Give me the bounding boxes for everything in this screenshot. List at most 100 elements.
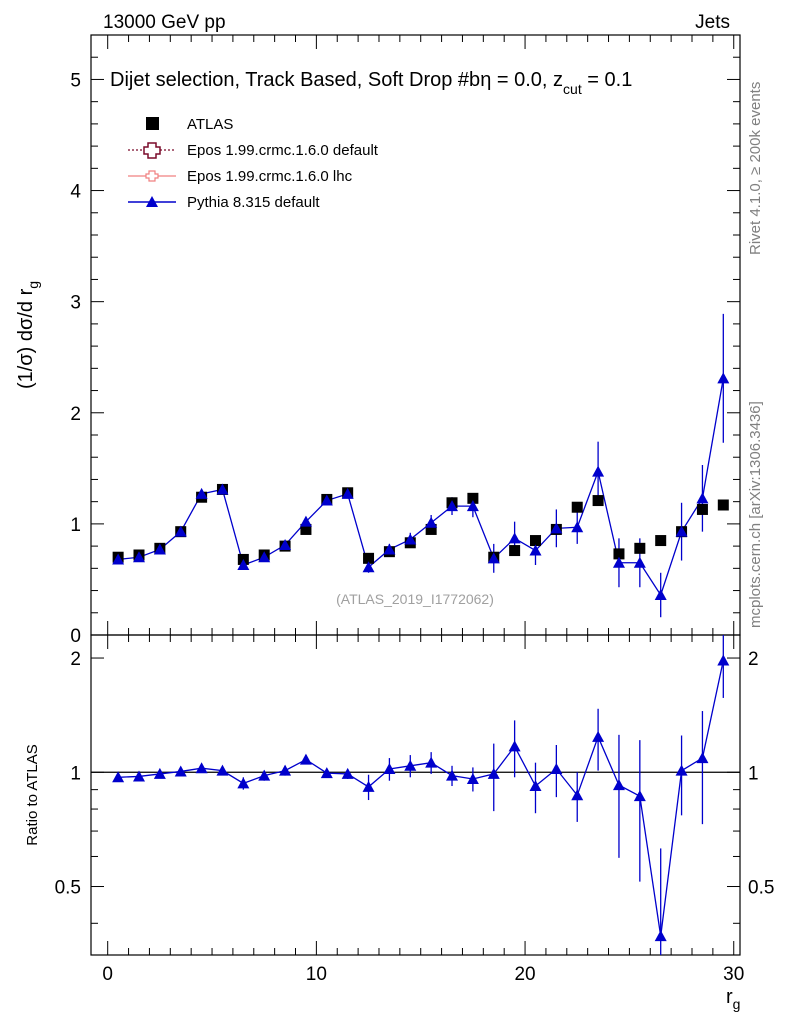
pythia-point <box>592 465 605 477</box>
ratio-data <box>112 635 730 955</box>
main-y-tick-labels: 0 1 2 3 4 5 <box>70 70 81 647</box>
mcplots-label: mcplots.cern.ch [arXiv:1306.3436] <box>747 401 764 628</box>
legend-label-epos-default: Epos 1.99.crmc.1.6.0 default <box>187 142 379 159</box>
ratio-ytick-label-right: 2 <box>748 649 759 670</box>
atlas-point <box>363 552 375 564</box>
ratio-point <box>425 756 438 768</box>
main-ytick-label: 2 <box>70 404 81 425</box>
xlabel-text: r <box>726 986 733 1008</box>
ratio-ytick-label-right: 0.5 <box>748 878 774 899</box>
atlas-point <box>300 523 312 535</box>
main-ylabel: (1/σ) dσ/d rg <box>15 281 41 389</box>
legend-label-pythia: Pythia 8.315 default <box>187 194 320 211</box>
main-ytick-label: 3 <box>70 293 81 314</box>
ratio-point <box>487 767 500 779</box>
legend-marker-atlas <box>146 117 159 130</box>
ratio-point <box>696 752 709 764</box>
ratio-point <box>112 771 125 783</box>
pythia-point <box>466 500 479 512</box>
pythia-point <box>383 543 396 555</box>
xlabel: rg <box>726 986 740 1012</box>
pythia-point <box>487 552 500 564</box>
pythia-point <box>529 544 542 556</box>
pythia-point <box>425 516 438 528</box>
main-ticks <box>91 35 740 636</box>
pythia-point <box>237 559 250 570</box>
pythia-point <box>612 556 625 568</box>
pythia-point <box>258 551 271 563</box>
pythia-point <box>696 492 709 504</box>
ratio-point <box>258 769 271 781</box>
atlas-point <box>509 545 521 557</box>
pythia-point <box>132 551 145 563</box>
ratio-line <box>118 660 724 937</box>
ratio-ticks <box>91 635 740 955</box>
ratio-ytick-label: 2 <box>70 649 81 670</box>
ratio-point <box>320 767 333 779</box>
ratio-point <box>446 769 459 781</box>
pythia-point <box>633 556 646 568</box>
xtick-label: 0 <box>102 964 113 985</box>
main-data <box>112 313 730 618</box>
atlas-point <box>613 548 625 560</box>
xtick-label: 30 <box>723 964 744 985</box>
ratio-point <box>132 770 145 782</box>
pythia-point <box>279 539 292 550</box>
ratio-point <box>195 762 208 774</box>
xtick-label: 10 <box>306 964 327 985</box>
pythia-point <box>717 372 730 384</box>
pythia-point <box>195 487 208 499</box>
ratio-point <box>529 780 542 792</box>
ratio-point <box>612 779 625 791</box>
pythia-point <box>654 589 667 600</box>
ratio-point <box>279 764 292 776</box>
ratio-ytick-label: 0.5 <box>55 878 81 899</box>
xlabel-sub: g <box>733 996 741 1012</box>
pythia-point <box>341 487 354 499</box>
atlas-point <box>467 492 479 504</box>
title-tail: = 0.1 <box>582 69 633 91</box>
ratio-point <box>592 730 605 742</box>
ratio-point <box>571 789 584 801</box>
rivet-label: Rivet 4.1.0, ≥ 200k events <box>747 82 764 255</box>
legend-marker-pythia <box>146 196 158 207</box>
pythia-point <box>299 515 312 527</box>
ratio-point <box>383 763 396 775</box>
legend-label-atlas: ATLAS <box>187 116 233 133</box>
pythia-point <box>571 521 584 533</box>
ratio-point <box>654 930 667 942</box>
ratio-ytick-label-right: 1 <box>748 763 759 784</box>
pythia-point <box>446 500 459 512</box>
pythia-point <box>153 543 166 555</box>
main-ytick-label: 4 <box>70 182 81 203</box>
ratio-point <box>550 763 563 775</box>
legend-marker-epos-default <box>143 142 161 159</box>
ratio-point <box>404 759 417 771</box>
xtick-label: 20 <box>514 964 535 985</box>
pythia-point <box>550 522 563 534</box>
atlas-point <box>425 523 437 535</box>
ratio-point <box>153 767 166 779</box>
plot-title: Dijet selection, Track Based, Soft Drop … <box>110 69 632 97</box>
atlas-point <box>592 495 604 507</box>
title-cut-sub: cut <box>563 81 582 97</box>
pythia-point <box>508 532 521 544</box>
main-ytick-label: 5 <box>70 70 81 91</box>
legend: ATLAS Epos 1.99.crmc.1.6.0 default Epos … <box>128 116 379 211</box>
header-left: 13000 GeV pp <box>103 12 226 33</box>
ratio-ytick-label: 1 <box>70 763 81 784</box>
title-main: Dijet selection, Track Based, Soft Drop … <box>110 69 480 91</box>
ratio-point <box>466 773 479 785</box>
ratio-point <box>508 740 521 752</box>
ratio-point <box>717 654 730 666</box>
atlas-point <box>717 499 729 511</box>
pythia-point <box>320 494 333 506</box>
atlas-point <box>696 503 708 515</box>
main-ytick-label: 0 <box>70 626 81 647</box>
ratio-point <box>216 764 229 776</box>
ratio-frame <box>90 634 741 956</box>
ratio-point <box>174 765 187 777</box>
main-ylabel-sub: g <box>25 281 41 289</box>
ratio-point <box>362 780 375 792</box>
pythia-point <box>404 533 417 545</box>
